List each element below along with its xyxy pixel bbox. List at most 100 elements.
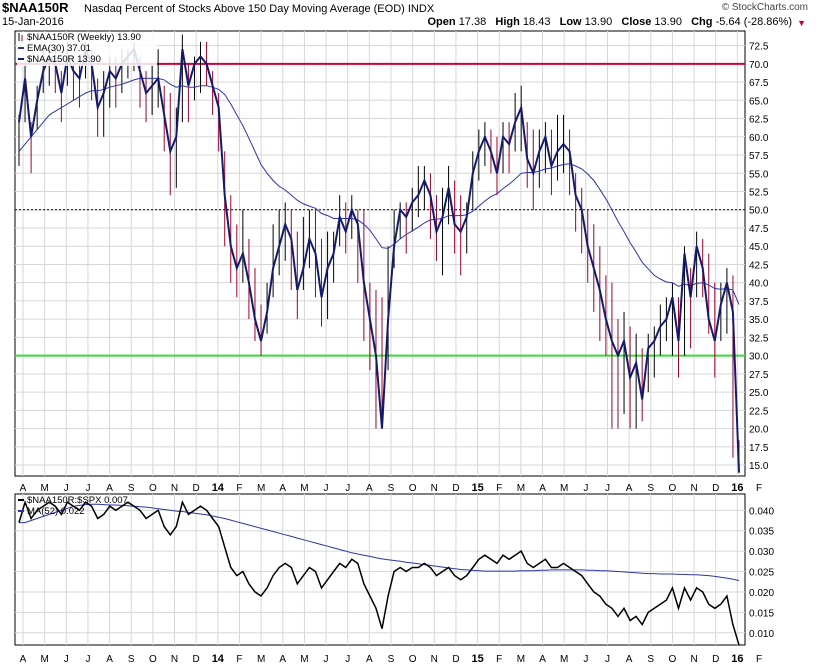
x-tick-label: N <box>431 654 438 665</box>
x-tick-label: 16 <box>731 653 743 665</box>
x-tick-label: J <box>324 654 329 665</box>
x-tick-label: D <box>452 483 459 494</box>
y-tick-label: 60.0 <box>749 133 769 144</box>
x-tick-label: J <box>605 483 610 494</box>
x-tick-label: F <box>756 654 762 665</box>
ratio-ma-line <box>19 503 740 581</box>
x-tick-label: S <box>128 654 135 665</box>
legend-label: MA(52) 0.022 <box>27 506 85 517</box>
x-tick-label: F <box>496 654 502 665</box>
x-tick-label: M <box>40 483 48 494</box>
ohlc-readout: Open 17.38 High 18.43 Low 13.90 Close 13… <box>428 16 793 28</box>
close-label: Close <box>621 16 652 28</box>
y-tick-label: 27.5 <box>749 370 769 381</box>
y-tick-label: 50.0 <box>749 206 769 217</box>
x-tick-label: D <box>193 483 200 494</box>
x-tick-label: O <box>149 654 157 665</box>
x-tick-label: D <box>712 483 719 494</box>
x-tick-label: A <box>106 654 113 665</box>
y-tick-label: 45.0 <box>749 242 769 253</box>
open-label: Open <box>427 16 456 28</box>
chart-date: 15-Jan-2016 <box>2 16 64 28</box>
x-tick-label: A <box>539 483 546 494</box>
x-tick-label: A <box>279 654 286 665</box>
x-tick-label: N <box>690 654 697 665</box>
x-tick-label: M <box>300 654 308 665</box>
price-line <box>18 45 740 473</box>
x-tick-label: J <box>605 654 610 665</box>
chart-symbol: $NAA150R <box>2 0 69 15</box>
x-tick-label: S <box>388 654 395 665</box>
x-tick-label: J <box>583 654 588 665</box>
x-tick-label: J <box>583 483 588 494</box>
x-tick-label: D <box>452 654 459 665</box>
high-label: High <box>495 16 520 28</box>
ratio-panel: 0.010 0.015 0.020 0.025 0.030 0.035 0.040 A M J J A… <box>14 493 774 665</box>
x-tick-label: M <box>257 654 265 665</box>
x-tick-label: J <box>85 654 90 665</box>
main-price-panel: 15.0 17.5 20.0 22.5 25.0 27.5 30.0 32.5 35.0 37.5… <box>14 30 769 494</box>
y-tick-label: 70.0 <box>749 60 769 71</box>
x-tick-label: O <box>669 654 677 665</box>
legend-label: $NAA150R 13.90 <box>27 54 101 65</box>
x-tick-label: J <box>324 483 329 494</box>
low-label: Low <box>559 16 582 28</box>
high-value: 18.43 <box>522 16 551 28</box>
x-tick-label: 14 <box>212 653 225 665</box>
open-value: 17.38 <box>458 16 487 28</box>
x-tick-label: N <box>690 483 697 494</box>
y-tick-label: 35.0 <box>749 315 769 326</box>
x-tick-label: M <box>517 483 525 494</box>
x-tick-label: S <box>647 654 654 665</box>
x-tick-label: S <box>128 483 135 494</box>
y-tick-label: 32.5 <box>749 333 769 344</box>
x-tick-label: A <box>539 654 546 665</box>
y-tick-label: 37.5 <box>749 297 769 308</box>
chg-value: -5.64 (-28.86%) <box>715 16 792 28</box>
y-tick-label: 62.5 <box>749 115 769 126</box>
x-tick-label: 14 <box>212 482 225 494</box>
chart-title: Nasdaq Percent of Stocks Above 150 Day M… <box>84 3 434 15</box>
x-tick-label: O <box>409 483 417 494</box>
legend-label: $NAA150R (Weekly) 13.90 <box>27 32 141 43</box>
x-tick-label: N <box>171 654 178 665</box>
y-tick-label: 20.0 <box>749 425 769 436</box>
x-tick-label: J <box>64 483 69 494</box>
x-tick-label: N <box>171 483 178 494</box>
x-tick-label: A <box>106 483 113 494</box>
y-tick-label: 0.010 <box>749 629 774 640</box>
x-tick-label: O <box>409 654 417 665</box>
x-tick-label: J <box>345 654 350 665</box>
x-tick-label: A <box>279 483 286 494</box>
chg-label: Chg <box>691 16 713 28</box>
y-tick-label: 0.020 <box>749 588 774 599</box>
y-tick-label: 30.0 <box>749 352 769 363</box>
x-tick-label: 16 <box>731 482 743 494</box>
x-tick-label: J <box>85 483 90 494</box>
x-tick-label: 15 <box>471 482 483 494</box>
x-tick-label: M <box>40 654 48 665</box>
y-tick-label: 67.5 <box>749 78 769 89</box>
y-tick-label: 0.015 <box>749 608 774 619</box>
x-tick-label: F <box>236 654 242 665</box>
y-tick-label: 40.0 <box>749 279 769 290</box>
x-tick-label: D <box>712 654 719 665</box>
ratio-line <box>18 499 740 646</box>
x-tick-label: A <box>626 654 633 665</box>
x-tick-label: O <box>669 483 677 494</box>
y-tick-label: 57.5 <box>749 151 769 162</box>
x-tick-label: F <box>496 483 502 494</box>
x-tick-label: S <box>388 483 395 494</box>
x-tick-label: F <box>236 483 242 494</box>
x-tick-label: J <box>345 483 350 494</box>
legend-label: $NAA150R:$SPX 0.007 <box>27 495 128 506</box>
y-tick-label: 0.030 <box>749 547 774 558</box>
y-tick-label: 65.0 <box>749 96 769 107</box>
x-tick-label: A <box>20 483 27 494</box>
legend-background <box>17 32 157 66</box>
index-name: Nasdaq Percent of Stocks Above 150 Day M… <box>84 3 405 15</box>
ema-line <box>18 77 740 305</box>
y-tick-label: 0.025 <box>749 568 774 579</box>
site-credit[interactable]: © StockCharts.com <box>721 2 808 13</box>
